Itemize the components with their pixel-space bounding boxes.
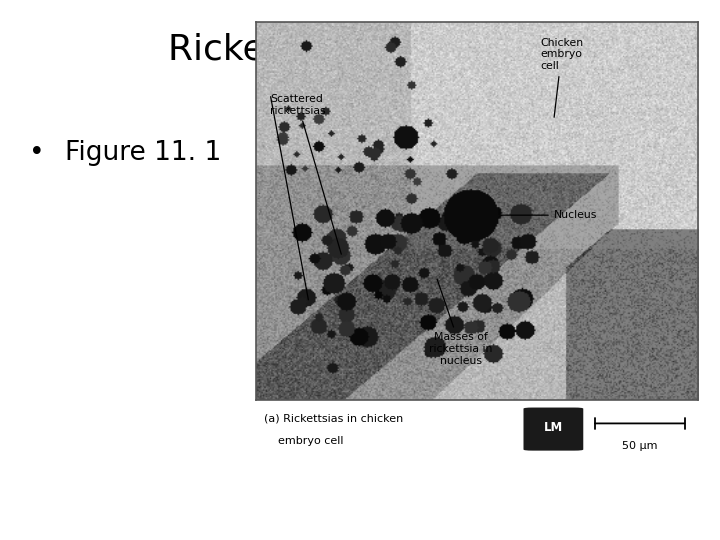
FancyBboxPatch shape xyxy=(523,408,583,450)
Text: Scattered
rickettsias: Scattered rickettsias xyxy=(270,94,341,254)
Text: Chicken
embryo
cell: Chicken embryo cell xyxy=(540,38,583,117)
Text: 50 μm: 50 μm xyxy=(622,441,657,450)
Text: Rickettsia in host cell: Rickettsia in host cell xyxy=(168,32,552,66)
Text: LM: LM xyxy=(544,421,563,435)
Text: Figure 11. 1: Figure 11. 1 xyxy=(65,140,221,166)
Text: Nucleus: Nucleus xyxy=(501,210,597,220)
Text: (a) Rickettsias in chicken: (a) Rickettsias in chicken xyxy=(264,414,404,424)
Text: •: • xyxy=(29,140,45,166)
Text: embryo cell: embryo cell xyxy=(278,436,343,447)
Text: Masses of
rickettsia in
nucleus: Masses of rickettsia in nucleus xyxy=(429,279,492,366)
